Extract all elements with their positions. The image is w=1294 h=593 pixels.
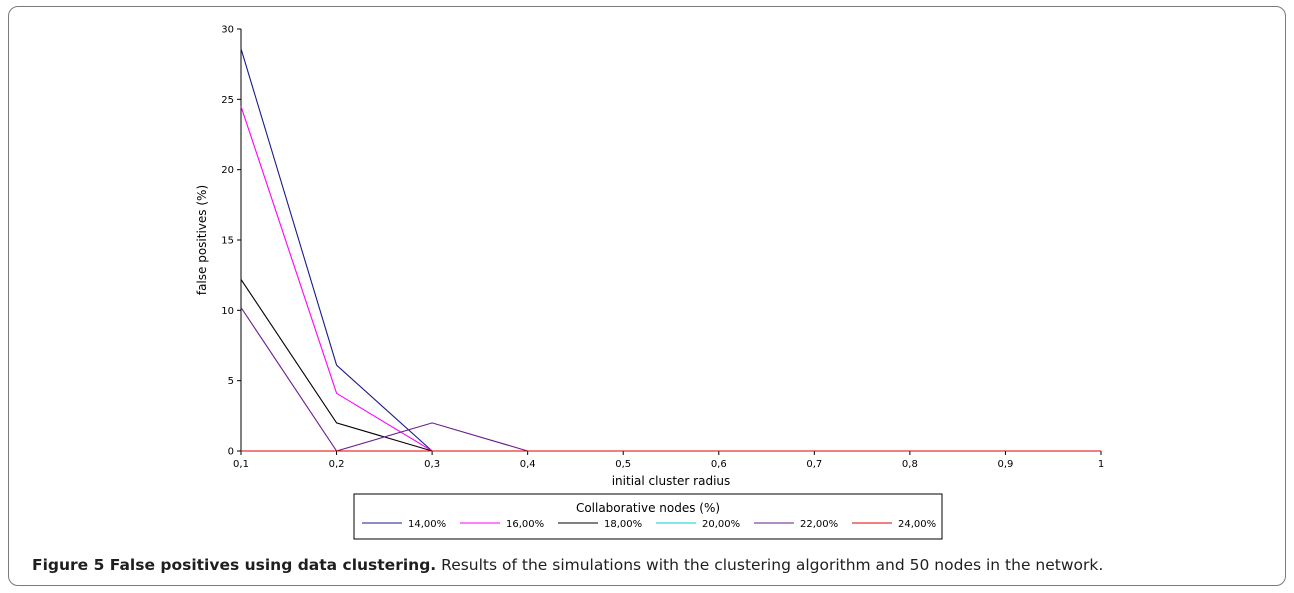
x-tick-label: 0,1 — [233, 459, 249, 470]
series-line — [240, 48, 1101, 452]
y-tick-label: 5 — [228, 376, 234, 387]
series-line — [240, 307, 1101, 452]
legend-label: 14,00% — [408, 519, 446, 530]
y-tick-label: 10 — [221, 306, 234, 317]
x-tick-label: 0,6 — [711, 459, 727, 470]
x-axis-title: initial cluster radius — [612, 474, 731, 488]
x-tick-label: 0,8 — [902, 459, 918, 470]
figure-frame — [8, 6, 1286, 586]
series-line — [240, 106, 1101, 452]
legend-label: 22,00% — [800, 519, 838, 530]
line-chart: 0 5 10 15 20 25 30 0,1 0,2 0,3 0,4 0,5 0,6 0,7 0,8 0,9 1… — [195, 25, 1104, 540]
series-line — [240, 279, 1101, 452]
x-tick-label: 0,4 — [520, 459, 536, 470]
figure-label: Figure 5 False positives using data clus… — [32, 556, 437, 574]
chart-legend: Collaborative nodes (%) 14,00% 16,00% 18,0… — [353, 493, 943, 540]
legend-label: 16,00% — [506, 519, 544, 530]
y-tick-label: 25 — [221, 95, 234, 106]
y-axis-title: false positives (%) — [195, 185, 209, 295]
figure-caption: Figure 5 False positives using data clus… — [32, 556, 1272, 574]
legend-title: Collaborative nodes (%) — [576, 501, 720, 515]
x-tick-label: 0,2 — [329, 459, 345, 470]
legend-items: 14,00% 16,00% 18,00% 20,00% 22,00% 24,00% — [362, 519, 936, 530]
legend-label: 20,00% — [702, 519, 740, 530]
y-tick-label: 0 — [228, 447, 234, 458]
y-tick-label: 20 — [221, 165, 234, 176]
x-tick-label: 0,5 — [615, 459, 631, 470]
x-tick-label: 0,3 — [424, 459, 440, 470]
legend-box — [353, 493, 943, 540]
x-tick-label: 0,7 — [806, 459, 822, 470]
x-tick-label: 0,9 — [997, 459, 1013, 470]
y-tick-label: 15 — [221, 236, 234, 247]
legend-label: 18,00% — [604, 519, 642, 530]
legend-label: 24,00% — [898, 519, 936, 530]
chart-series — [240, 48, 1101, 452]
y-tick-label: 30 — [221, 25, 234, 36]
figure-caption-text: Results of the simulations with the clus… — [436, 556, 1104, 574]
x-tick-label: 1 — [1098, 459, 1104, 470]
